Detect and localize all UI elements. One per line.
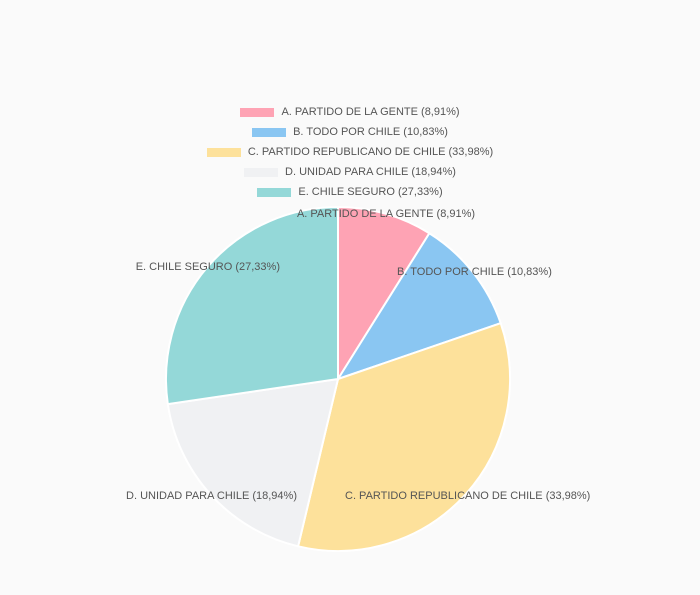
slice-label-d: D. UNIDAD PARA CHILE (18,94%) xyxy=(126,490,297,502)
legend-swatch-e xyxy=(257,187,292,197)
legend-swatch-b xyxy=(252,127,287,137)
legend-label-b: B. TODO POR CHILE (10,83%) xyxy=(293,126,448,138)
legend-label-c: C. PARTIDO REPUBLICANO DE CHILE (33,98%) xyxy=(247,146,494,158)
legend-item-c[interactable]: C. PARTIDO REPUBLICANO DE CHILE (33,98%) xyxy=(0,142,700,162)
pie-slice-d[interactable] xyxy=(166,377,340,548)
legend-item-b[interactable]: B. TODO POR CHILE (10,83%) xyxy=(0,122,700,142)
legend-label-e: E. CHILE SEGURO (27,33%) xyxy=(298,186,443,198)
pie-slice-b[interactable] xyxy=(335,231,502,381)
legend-item-d[interactable]: D. UNIDAD PARA CHILE (18,94%) xyxy=(0,162,700,182)
chart-legend: A. PARTIDO DE LA GENTE (8,91%) B. TODO P… xyxy=(0,102,700,202)
slice-label-a: A. PARTIDO DE LA GENTE (8,91%) xyxy=(297,208,475,220)
legend-swatch-c xyxy=(206,147,241,157)
legend-swatch-a xyxy=(240,107,275,117)
pie-slice-c[interactable] xyxy=(296,321,511,552)
legend-label-a: A. PARTIDO DE LA GENTE (8,91%) xyxy=(281,106,460,118)
pie-slice-e[interactable] xyxy=(165,205,339,406)
legend-item-e[interactable]: E. CHILE SEGURO (27,33%) xyxy=(0,182,700,202)
slice-label-e: E. CHILE SEGURO (27,33%) xyxy=(136,261,280,273)
legend-swatch-d xyxy=(244,167,279,177)
slice-label-c: C. PARTIDO REPUBLICANO DE CHILE (33,98%) xyxy=(345,490,590,502)
slice-label-b: B. TODO POR CHILE (10,83%) xyxy=(397,266,552,278)
legend-label-d: D. UNIDAD PARA CHILE (18,94%) xyxy=(285,166,456,178)
pie-slice-a[interactable] xyxy=(337,205,431,383)
legend-item-a[interactable]: A. PARTIDO DE LA GENTE (8,91%) xyxy=(0,102,700,122)
